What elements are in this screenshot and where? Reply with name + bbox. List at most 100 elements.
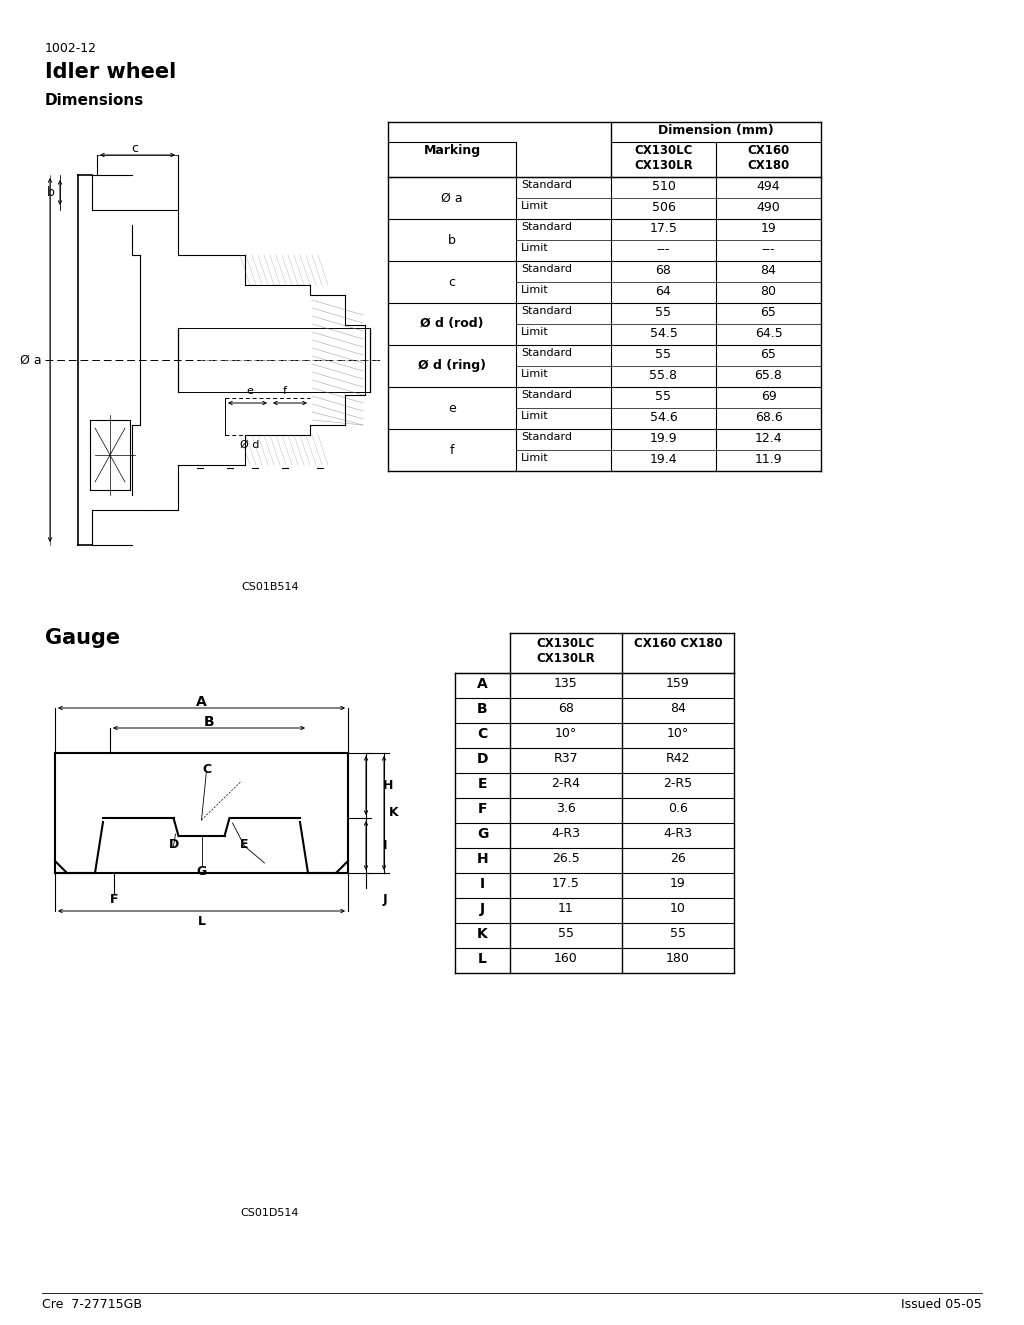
Text: A: A <box>477 677 487 692</box>
Text: Standard: Standard <box>521 264 572 274</box>
Text: R37: R37 <box>554 753 579 765</box>
Text: 54.5: 54.5 <box>649 327 678 341</box>
Text: Limit: Limit <box>521 368 549 379</box>
Text: 69: 69 <box>761 390 776 403</box>
Text: 19.9: 19.9 <box>649 432 677 445</box>
Text: Limit: Limit <box>521 411 549 421</box>
Text: 55.8: 55.8 <box>649 368 678 382</box>
Text: Idler wheel: Idler wheel <box>45 62 176 82</box>
Text: 55: 55 <box>655 306 672 319</box>
Text: CS01B514: CS01B514 <box>242 582 299 592</box>
Text: B: B <box>477 702 487 716</box>
Text: 55: 55 <box>655 348 672 360</box>
Text: F: F <box>110 893 119 906</box>
Text: Standard: Standard <box>521 432 572 443</box>
Text: 490: 490 <box>757 201 780 215</box>
Text: b: b <box>449 233 456 246</box>
Text: Marking: Marking <box>424 144 480 156</box>
Text: 65.8: 65.8 <box>755 368 782 382</box>
Text: Limit: Limit <box>521 453 549 462</box>
Text: A: A <box>197 696 207 709</box>
Text: 510: 510 <box>651 180 676 193</box>
Text: F: F <box>478 802 487 816</box>
Text: R42: R42 <box>666 753 690 765</box>
Text: 2-R5: 2-R5 <box>664 776 692 790</box>
Text: 506: 506 <box>651 201 676 215</box>
Text: ---: --- <box>656 242 671 256</box>
Text: E: E <box>241 837 249 851</box>
Text: f: f <box>283 386 287 396</box>
Text: 55: 55 <box>655 390 672 403</box>
Text: Standard: Standard <box>521 180 572 189</box>
Text: Standard: Standard <box>521 390 572 400</box>
Text: J: J <box>383 893 388 906</box>
Text: 64: 64 <box>655 285 672 298</box>
Text: Standard: Standard <box>521 348 572 358</box>
Text: 12.4: 12.4 <box>755 432 782 445</box>
Text: 26: 26 <box>670 852 686 865</box>
Text: G: G <box>477 827 488 841</box>
Text: c: c <box>131 142 138 155</box>
Text: 135: 135 <box>554 677 578 690</box>
Text: Cre  7-27715GB: Cre 7-27715GB <box>42 1298 142 1310</box>
Text: Ø a: Ø a <box>20 354 42 367</box>
Text: K: K <box>477 927 487 941</box>
Text: 68.6: 68.6 <box>755 411 782 424</box>
Text: 64.5: 64.5 <box>755 327 782 341</box>
Text: 3.6: 3.6 <box>556 802 575 815</box>
Text: Dimensions: Dimensions <box>45 93 144 109</box>
Text: b: b <box>47 186 55 199</box>
Text: e: e <box>247 386 253 396</box>
Text: H: H <box>477 852 488 867</box>
Text: K: K <box>389 807 398 819</box>
Text: 65: 65 <box>761 348 776 360</box>
Text: G: G <box>197 865 207 878</box>
Text: 2-R4: 2-R4 <box>552 776 581 790</box>
Text: ---: --- <box>762 242 775 256</box>
Text: 19: 19 <box>761 223 776 235</box>
Text: 1002-12: 1002-12 <box>45 42 97 56</box>
Text: C: C <box>202 763 211 776</box>
Text: Ø d (rod): Ø d (rod) <box>420 318 483 330</box>
Text: H: H <box>383 779 393 792</box>
Text: Standard: Standard <box>521 223 572 232</box>
Text: Limit: Limit <box>521 285 549 295</box>
Text: e: e <box>449 401 456 415</box>
Text: CX160
CX180: CX160 CX180 <box>748 144 790 172</box>
Text: I: I <box>480 877 485 890</box>
Text: 68: 68 <box>558 702 573 716</box>
Text: 17.5: 17.5 <box>649 223 678 235</box>
Text: Issued 05-05: Issued 05-05 <box>901 1298 982 1310</box>
Text: 19: 19 <box>670 877 686 890</box>
Text: 11.9: 11.9 <box>755 453 782 466</box>
Text: 55: 55 <box>558 927 574 939</box>
Text: f: f <box>450 444 455 457</box>
Text: 180: 180 <box>666 951 690 965</box>
Text: 68: 68 <box>655 264 672 277</box>
Text: 10: 10 <box>670 902 686 916</box>
Text: 4-R3: 4-R3 <box>552 827 581 840</box>
Text: D: D <box>477 753 488 766</box>
Text: Limit: Limit <box>521 201 549 211</box>
Text: 10°: 10° <box>555 727 578 739</box>
Text: D: D <box>168 837 178 851</box>
Text: L: L <box>198 916 206 928</box>
Text: Dimension (mm): Dimension (mm) <box>658 125 774 136</box>
Text: 17.5: 17.5 <box>552 877 580 890</box>
Text: CX160 CX180: CX160 CX180 <box>634 637 722 651</box>
Text: 55: 55 <box>670 927 686 939</box>
Text: 160: 160 <box>554 951 578 965</box>
Text: CS01D514: CS01D514 <box>241 1208 299 1218</box>
Text: 4-R3: 4-R3 <box>664 827 692 840</box>
Text: 80: 80 <box>761 285 776 298</box>
Text: Limit: Limit <box>521 327 549 337</box>
Text: 26.5: 26.5 <box>552 852 580 865</box>
Text: 494: 494 <box>757 180 780 193</box>
Text: Ø d: Ø d <box>240 440 259 451</box>
Text: 65: 65 <box>761 306 776 319</box>
Text: Ø a: Ø a <box>441 192 463 204</box>
Text: 19.4: 19.4 <box>649 453 677 466</box>
Text: Ø d (ring): Ø d (ring) <box>418 359 486 372</box>
Text: J: J <box>480 902 485 916</box>
Text: CX130LC
CX130LR: CX130LC CX130LR <box>634 144 693 172</box>
